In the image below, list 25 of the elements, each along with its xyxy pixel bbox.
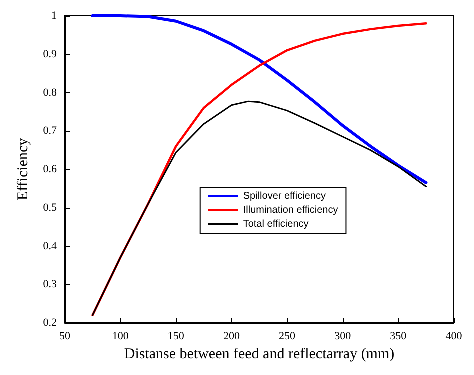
x-tick-label: 200 <box>223 330 240 342</box>
y-tick-label: 0.5 <box>43 202 58 214</box>
y-tick-label: 0.2 <box>43 317 57 329</box>
y-tick-label: 0.6 <box>43 164 58 176</box>
x-tick-label: 50 <box>60 330 71 342</box>
x-tick-label: 100 <box>112 330 130 342</box>
legend-label: Illumination efficiency <box>243 205 338 216</box>
y-tick-label: 0.4 <box>43 240 58 252</box>
x-tick-label: 150 <box>168 330 185 342</box>
line-series <box>91 14 428 184</box>
line-series <box>92 100 427 316</box>
y-axis-title: Efficiency <box>16 138 32 201</box>
x-tick-label: 400 <box>446 330 463 342</box>
y-tick-label: 0.8 <box>43 86 58 99</box>
x-tick-label: 350 <box>390 330 408 342</box>
x-tick-label: 250 <box>279 330 296 342</box>
y-tick-label: 1 <box>52 10 57 22</box>
y-tick-label: 0.9 <box>43 48 58 60</box>
x-tick-label: 300 <box>334 330 352 342</box>
x-axis-title: Distanse between feed and reflectarray (mm) <box>124 346 395 362</box>
y-tick-label: 0.7 <box>43 125 58 138</box>
legend-label: Total efficiency <box>243 219 309 230</box>
legend-label: Spillover efficiency <box>243 191 326 202</box>
y-tick-label: 0.3 <box>43 278 58 291</box>
line-series <box>92 22 428 316</box>
